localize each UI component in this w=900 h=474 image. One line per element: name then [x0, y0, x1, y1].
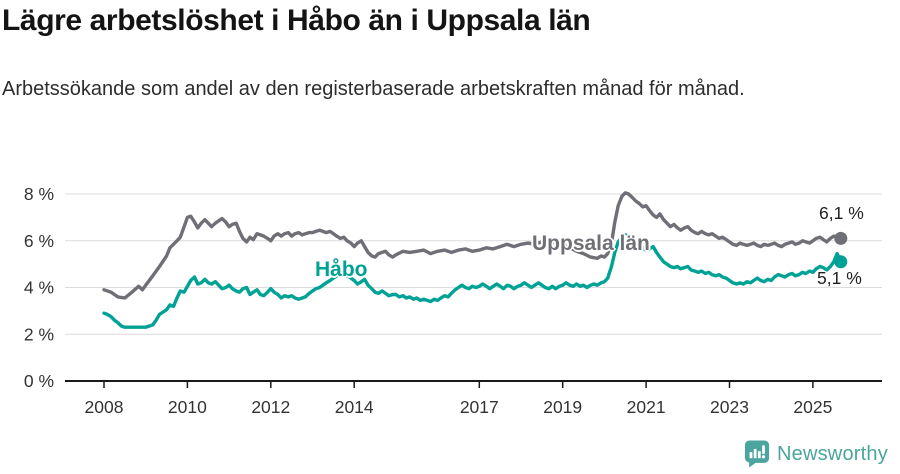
logo-bubble-shape	[744, 440, 770, 468]
chart-subtitle: Arbetssökande som andel av den registerb…	[2, 78, 745, 100]
newsworthy-logo-text: Newsworthy	[777, 442, 888, 465]
y-tick-label: 2 %	[24, 324, 54, 344]
y-tick-label: 6 %	[24, 231, 54, 251]
y-tick-label: 4 %	[24, 278, 54, 298]
page-title: Lägre arbetslöshet i Håbo än i Uppsala l…	[2, 4, 591, 37]
x-tick-label: 2010	[168, 397, 207, 417]
x-tick-label: 2008	[85, 397, 124, 417]
end-value-label-habo: 5,1 %	[817, 268, 862, 288]
series-line-uppsala-lan	[102, 191, 843, 300]
logo-bar-2	[753, 448, 757, 459]
x-tick-label: 2012	[251, 397, 290, 417]
series-label-habo: Håbo	[315, 258, 368, 281]
x-tick-label: 2017	[460, 397, 499, 417]
newsworthy-speech-bubble-bar-chart-icon	[744, 440, 770, 468]
end-value-label-uppsala-lan: 6,1 %	[819, 203, 864, 223]
x-tick-label: 2019	[543, 397, 582, 417]
series-label-uppsala-lan: Uppsala län	[532, 232, 650, 255]
logo-exclamation-dot	[761, 455, 766, 459]
series-end-dot-habo	[834, 255, 848, 269]
logo-bar-1	[749, 452, 753, 459]
x-tick-label: 2021	[627, 397, 666, 417]
newsworthy-logo: Newsworthy	[744, 440, 888, 468]
y-tick-label: 0 %	[24, 371, 54, 391]
x-tick-label: 2014	[335, 397, 374, 417]
series-end-dot-uppsala-lan	[834, 231, 848, 245]
y-tick-label: 8 %	[24, 184, 54, 204]
logo-bar-3	[757, 451, 761, 459]
series-line-habo	[102, 233, 843, 329]
logo-exclamation-bar	[762, 445, 765, 454]
x-tick-label: 2023	[710, 397, 749, 417]
x-tick-label: 2025	[793, 397, 832, 417]
